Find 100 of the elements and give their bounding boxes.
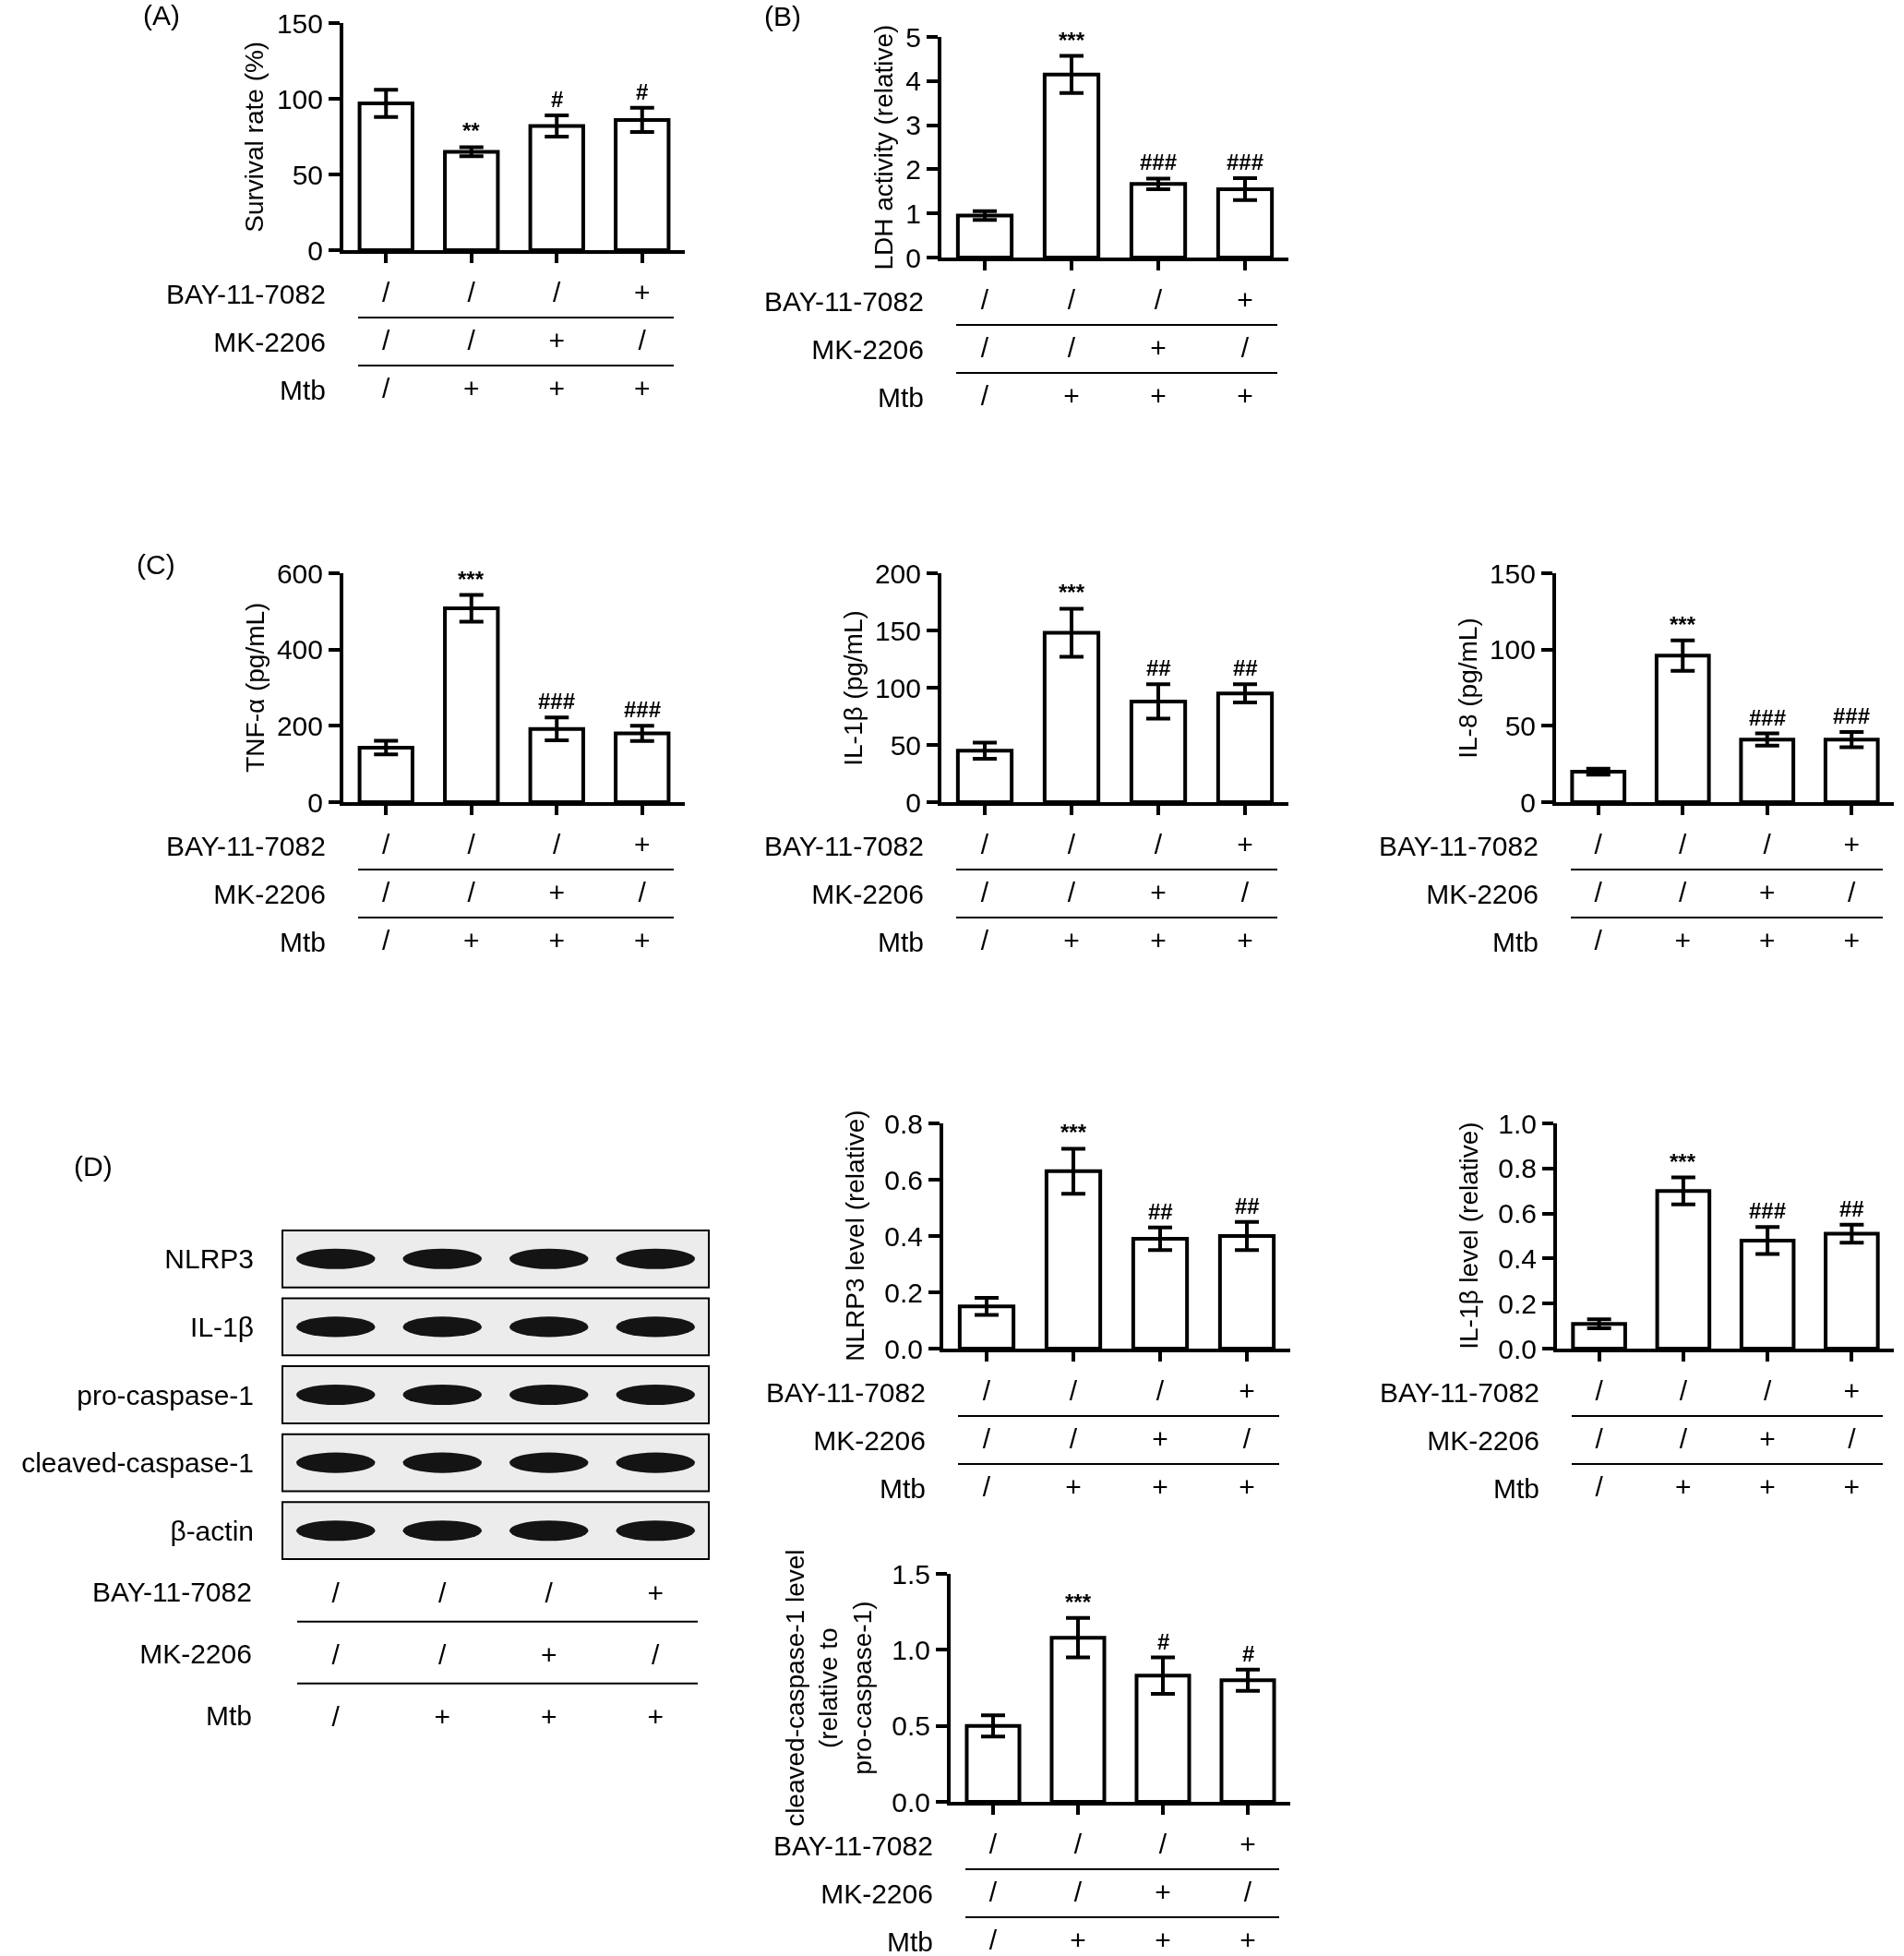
chart-title: (C) (137, 549, 175, 580)
data-label: # (1242, 1641, 1255, 1666)
y-tick-label: 100 (874, 672, 921, 703)
category-label: cleaved-caspase-1 (21, 1447, 254, 1479)
chart-title: (A) (143, 0, 180, 30)
y-tick-label: 100 (1489, 634, 1536, 666)
data-label: ### (1140, 150, 1178, 174)
y-axis-title: IL-1β level (relative) (1454, 1122, 1483, 1350)
chart-title: (B) (764, 1, 801, 31)
x-tick-label: / / / (988, 1829, 998, 1955)
category-label: / / / (331, 1577, 341, 1732)
y-tick-label: 0.5 (892, 1710, 930, 1742)
data-label: ## (1235, 1194, 1260, 1218)
x-tick-label: / + + (1758, 829, 1776, 955)
y-axis-title: Survival rate (%) (239, 41, 269, 233)
y-tick-label: 0.0 (1498, 1333, 1537, 1364)
y-tick-label: 0.2 (1498, 1288, 1537, 1319)
x-axis-title: BAY-11-7082 MK-2206 Mtb (773, 1830, 933, 1956)
y-tick-label: 200 (874, 558, 921, 589)
y-tick-label: 0.0 (892, 1786, 930, 1818)
category-label: NLRP3 (164, 1243, 254, 1275)
x-tick-label: / + + (1150, 284, 1167, 411)
data-label: ### (1833, 703, 1871, 728)
x-axis-title: BAY-11-7082 MK-2206 Mtb (764, 286, 924, 413)
x-tick-label: / + + (1152, 1375, 1168, 1502)
y-axis-title: IL-1β (pg/mL) (838, 610, 868, 766)
y-axis-title: NLRP3 level (relative) (840, 1110, 869, 1362)
y-tick-label: 50 (292, 159, 323, 190)
x-tick-label: / / / (982, 1375, 991, 1502)
x-tick-label: / / / (980, 829, 989, 955)
data-label: ### (1749, 1198, 1787, 1223)
category-label: pro-caspase-1 (77, 1379, 254, 1410)
data-label: ## (1233, 655, 1258, 680)
category-label: β-actin (170, 1515, 254, 1546)
y-tick-label: 0.4 (1498, 1242, 1537, 1274)
text: (D) (74, 1151, 113, 1182)
y-tick-label: 600 (276, 558, 323, 589)
y-tick-label: 50 (1504, 710, 1536, 741)
data-label: *** (1670, 612, 1696, 637)
data-label: *** (1670, 1149, 1696, 1174)
y-tick-label: 0 (905, 242, 921, 273)
x-axis-title: BAY-11-7082 MK-2206 Mtb (1380, 1377, 1539, 1504)
y-tick-label: 2 (905, 153, 921, 185)
x-tick-label: / / / (1595, 1375, 1604, 1502)
y-tick-label: 0 (1520, 786, 1536, 818)
x-tick-label: / / + (462, 277, 480, 403)
x-axis-title: BAY-11-7082 MK-2206 Mtb (766, 1377, 926, 1504)
data-label: *** (1059, 580, 1085, 605)
x-tick-label: / / / (980, 284, 989, 411)
x-tick-label: + / + (633, 277, 651, 403)
x-tick-label: / / / (382, 829, 391, 955)
y-tick-label: 5 (905, 21, 921, 53)
y-tick-label: 0.2 (884, 1277, 923, 1308)
y-tick-label: 400 (276, 634, 323, 666)
data-label: # (551, 87, 564, 112)
x-tick-label: + / + (633, 829, 651, 955)
data-label: ### (1749, 705, 1787, 730)
y-tick-label: 0.4 (884, 1220, 923, 1252)
y-tick-label: 1.0 (1498, 1108, 1537, 1139)
y-tick-label: 200 (276, 710, 323, 741)
x-tick-label: / / / (1594, 829, 1603, 955)
y-tick-label: 150 (276, 7, 323, 39)
y-tick-label: 1.5 (892, 1558, 930, 1590)
x-tick-label: / / + (1675, 1375, 1692, 1502)
y-tick-label: 0 (905, 786, 921, 818)
data-label: *** (1065, 1590, 1092, 1614)
x-axis-title: BAY-11-7082 MK-2206 Mtb (166, 279, 326, 405)
x-tick-label: + / + (1237, 829, 1253, 955)
x-tick-label: / / + (1674, 829, 1692, 955)
x-axis-title: BAY-11-7082 MK-2206 Mtb (166, 831, 326, 957)
x-tick-label: / / + (1070, 1829, 1086, 1955)
data-label: *** (1060, 1120, 1087, 1145)
x-tick-label: / + + (548, 277, 566, 403)
y-tick-label: 4 (905, 66, 921, 97)
x-tick-label: / / + (1063, 829, 1080, 955)
category-label: / + + (540, 1577, 557, 1732)
y-tick-label: 1.0 (892, 1634, 930, 1665)
x-tick-label: + / + (1237, 284, 1253, 411)
x-axis-title: BAY-11-7082 MK-2206 Mtb (1379, 831, 1539, 957)
y-tick-label: 0.6 (1498, 1198, 1537, 1230)
y-tick-label: 3 (905, 110, 921, 141)
data-label: *** (1059, 28, 1085, 53)
data-label: ### (538, 689, 576, 714)
y-axis-title: LDH activity (relative) (868, 24, 898, 270)
x-tick-label: + / + (1239, 1829, 1256, 1955)
data-label: ## (1146, 655, 1171, 680)
data-label: # (1157, 1629, 1170, 1654)
data-label: ### (1227, 150, 1264, 174)
data-label: # (636, 79, 649, 104)
data-label: ** (462, 118, 481, 143)
y-tick-label: 0.8 (1498, 1153, 1537, 1184)
y-axis-title: IL-8 (pg/mL) (1453, 618, 1482, 759)
x-tick-label: / + + (548, 829, 566, 955)
x-tick-label: / / + (462, 829, 480, 955)
y-tick-label: 150 (874, 615, 921, 646)
y-tick-label: 0.6 (884, 1164, 923, 1195)
text: BAY-11-7082 MK-2206 Mtb (92, 1577, 252, 1731)
y-tick-label: 0 (307, 786, 323, 818)
data-label: ### (624, 697, 662, 722)
data-label: ## (1839, 1196, 1864, 1221)
